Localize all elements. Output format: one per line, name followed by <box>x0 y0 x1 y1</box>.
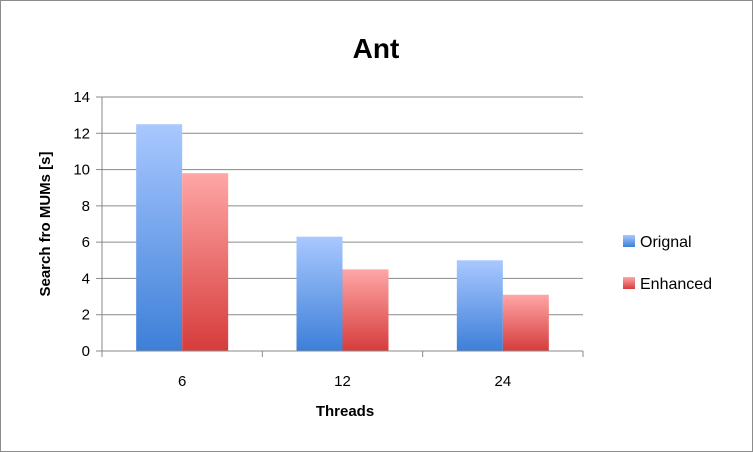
y-tick-label: 10 <box>73 162 90 179</box>
legend: Orignal Enhanced <box>623 234 712 293</box>
legend-label-orignal: Orignal <box>640 234 692 251</box>
x-tick-label: 12 <box>334 373 351 390</box>
axes <box>96 96 584 357</box>
y-tick-label: 14 <box>73 89 90 106</box>
bar-orignal-6 <box>136 124 183 351</box>
x-axis-label: Threads <box>316 403 374 420</box>
x-tick-labels: 6 12 24 <box>178 373 511 390</box>
chart-title: Ant <box>353 33 400 64</box>
legend-swatch-orignal <box>623 235 635 247</box>
y-tick-label: 12 <box>73 125 90 142</box>
x-tick-label: 24 <box>494 373 511 390</box>
bars <box>136 124 549 351</box>
y-tick-label: 8 <box>82 198 90 215</box>
y-tick-label: 4 <box>82 270 90 287</box>
bar-orignal-24 <box>456 260 503 351</box>
y-tick-label: 0 <box>82 343 90 360</box>
legend-swatch-enhanced <box>623 277 635 289</box>
x-tick-label: 6 <box>178 373 186 390</box>
y-tick-label: 6 <box>82 234 90 251</box>
bar-orignal-12 <box>296 236 343 351</box>
y-tick-label: 2 <box>82 307 90 324</box>
bar-enhanced-24 <box>502 294 549 351</box>
y-tick-labels: 0 2 4 6 8 10 12 14 <box>73 89 90 360</box>
legend-label-enhanced: Enhanced <box>640 276 712 293</box>
y-axis-label: Search fro MUMs [s] <box>37 151 54 296</box>
bar-enhanced-12 <box>342 269 389 351</box>
bar-enhanced-6 <box>182 173 229 351</box>
